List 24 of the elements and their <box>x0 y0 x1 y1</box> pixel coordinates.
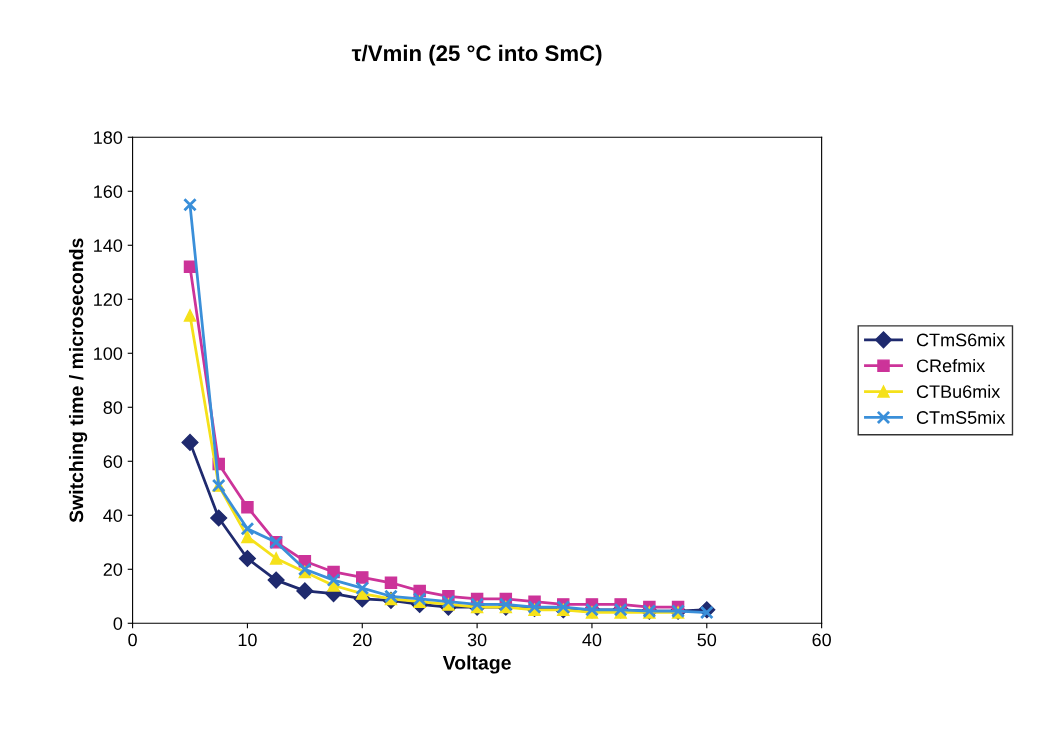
x-tick-label: 30 <box>467 633 487 647</box>
x-tick-label: 60 <box>812 633 831 647</box>
y-tick-label: 80 <box>103 401 123 414</box>
chart-title: τ/Vmin (25 °C into SmC) <box>351 44 602 66</box>
x-tick-label: 40 <box>582 633 602 647</box>
y-tick-label: 160 <box>94 185 123 198</box>
y-tick-label: 20 <box>103 563 123 576</box>
y-axis-title: Switching time / microseconds <box>68 238 88 523</box>
y-tick-label: 180 <box>94 131 123 144</box>
legend-label: CTBu6mix <box>916 384 1001 399</box>
legend-label: CTmS6mix <box>916 333 1006 347</box>
y-tick-label: 100 <box>94 347 123 360</box>
legend-label: CRefmix <box>916 358 986 373</box>
x-tick-label: 20 <box>353 633 372 647</box>
x-tick-label: 50 <box>697 633 717 647</box>
x-axis-title: Voltage <box>442 655 511 674</box>
y-tick-label: 120 <box>94 293 123 306</box>
legend-label: CTmS5mix <box>916 410 1006 424</box>
y-tick-label: 60 <box>103 455 123 468</box>
x-tick-label: 10 <box>238 633 257 647</box>
x-tick-label: 0 <box>128 633 137 647</box>
y-tick-label: 140 <box>94 239 123 252</box>
y-tick-label: 0 <box>113 617 123 630</box>
y-tick-label: 40 <box>103 509 123 522</box>
